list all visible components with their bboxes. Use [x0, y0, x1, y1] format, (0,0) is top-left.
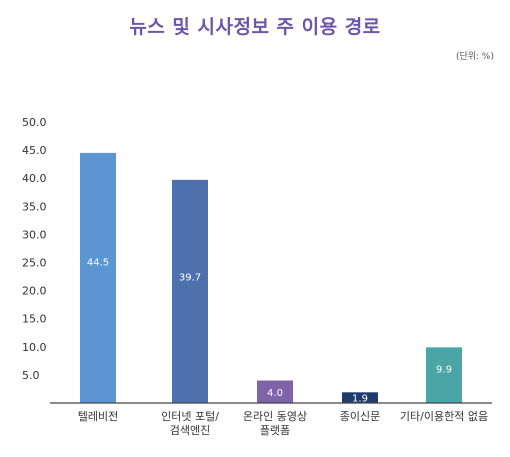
bar	[257, 380, 293, 403]
y-tick-label: 35.0	[22, 200, 47, 213]
x-tick-label: 온라인 동영상	[243, 410, 307, 423]
bar	[342, 392, 378, 403]
x-tick-label: 기타/이용한적 없음	[400, 410, 488, 423]
bar	[80, 152, 116, 403]
x-tick-label: 텔레비전	[78, 410, 118, 423]
unit-note: (단위: %)	[455, 52, 494, 62]
x-tick-label: 종이신문	[340, 410, 380, 423]
y-tick-label: 15.0	[22, 313, 47, 326]
chart-title: 뉴스 및 시사정보 주 이용 경로	[129, 16, 381, 38]
y-tick-label: 25.0	[22, 257, 47, 270]
x-tick-label: 검색엔진	[170, 424, 210, 437]
bar-value-label: 1.9	[352, 394, 368, 405]
y-tick-label: 45.0	[22, 144, 47, 157]
bar-value-label: 4.0	[267, 388, 283, 399]
bar-value-label: 44.5	[87, 257, 109, 268]
y-tick-label: 5.0	[22, 369, 40, 382]
bar	[172, 179, 208, 403]
y-tick-label: 50.0	[22, 116, 47, 129]
x-tick-label: 플랫폼	[260, 424, 290, 437]
bar	[426, 347, 462, 403]
y-tick-label: 20.0	[22, 285, 47, 298]
y-tick-label: 40.0	[22, 172, 47, 185]
x-tick-label: 인터넷 포털/	[161, 410, 219, 423]
y-tick-label: 30.0	[22, 228, 47, 241]
y-tick-label: 10.0	[22, 341, 47, 354]
bar-value-label: 39.7	[179, 272, 201, 283]
bar-value-label: 9.9	[436, 364, 452, 375]
